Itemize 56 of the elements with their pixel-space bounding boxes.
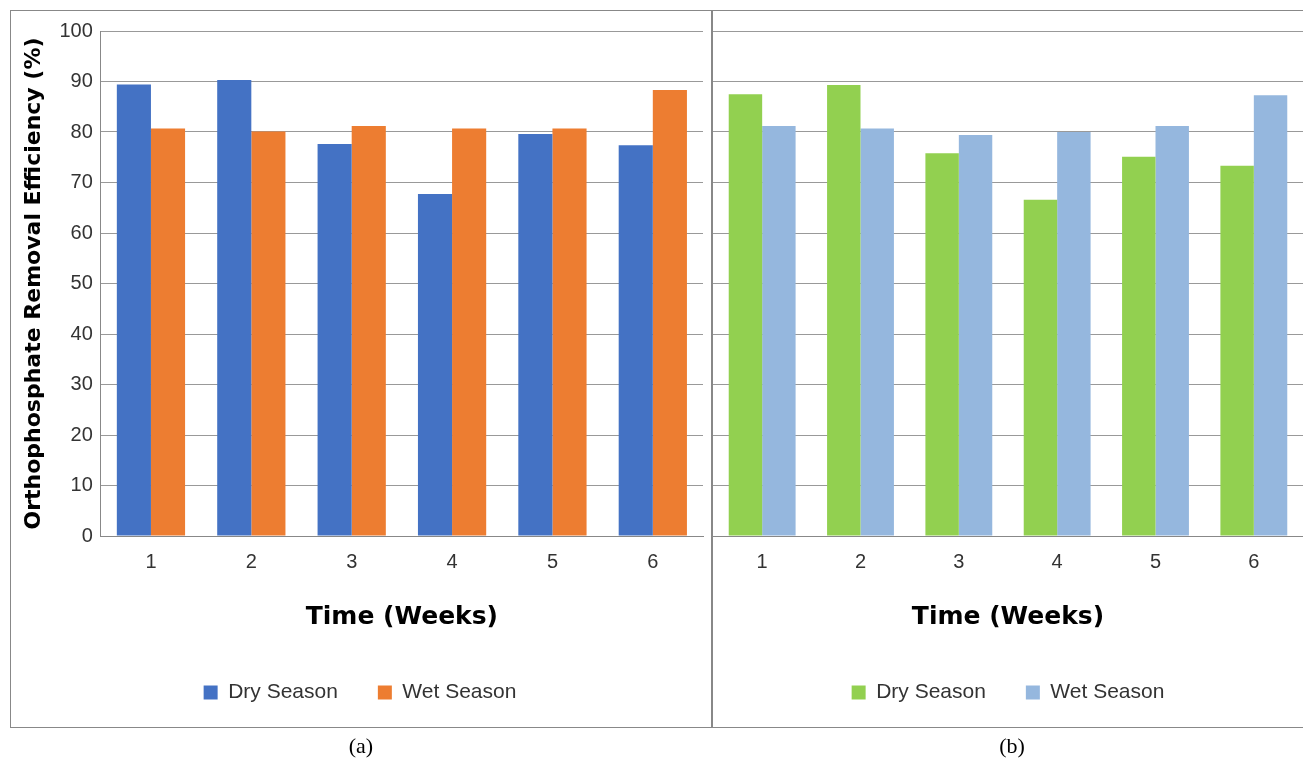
bar — [1220, 165, 1254, 536]
x-tick-label: 6 — [647, 549, 659, 572]
bar — [150, 128, 186, 536]
x-tick-label: 6 — [1248, 549, 1260, 572]
bar — [1023, 199, 1058, 536]
bar — [958, 135, 993, 536]
bar — [728, 94, 763, 536]
bar — [1122, 156, 1156, 536]
x-tick-label: 5 — [546, 549, 558, 572]
y-tick-label: 40 — [70, 321, 93, 344]
bar — [217, 79, 252, 536]
bar — [317, 144, 352, 536]
y-tick-label: 80 — [70, 119, 93, 142]
y-tick-label: 90 — [70, 69, 93, 92]
x-tick-label: 4 — [1051, 549, 1063, 572]
legend-label: Wet Season — [402, 679, 517, 703]
y-tick-label: 50 — [70, 271, 93, 294]
bar — [552, 128, 587, 536]
bar — [518, 134, 553, 536]
bar — [925, 153, 959, 536]
text: (b) — [998, 732, 1026, 760]
y-tick-label: 70 — [70, 170, 93, 193]
bar — [417, 194, 453, 536]
bar — [827, 85, 861, 536]
bar — [860, 128, 894, 536]
y-tick-label: 10 — [70, 473, 93, 496]
bar — [251, 131, 286, 536]
x-tick-label: 5 — [1149, 549, 1162, 572]
x-axis-title: Time (Weeks) — [911, 600, 1105, 630]
x-tick-label: 1 — [145, 549, 157, 572]
x-tick-label: 3 — [953, 549, 965, 572]
text: (a) — [347, 732, 375, 760]
x-tick-label: 3 — [346, 549, 358, 572]
bar — [652, 90, 687, 536]
bar — [1057, 132, 1091, 536]
x-axis-title: Time (Weeks) — [305, 600, 499, 630]
y-tick-label: 100 — [59, 18, 93, 41]
y-tick-label: 20 — [70, 422, 93, 445]
y-tick-label: 0 — [81, 523, 93, 546]
bar — [1253, 95, 1288, 536]
legend-label: Dry Season — [228, 679, 338, 703]
y-tick-label: 30 — [70, 372, 93, 395]
bar — [1155, 125, 1189, 536]
bar — [618, 145, 653, 536]
legend-label: Dry Season — [876, 679, 986, 703]
y-tick-label: 60 — [70, 220, 93, 243]
x-tick-label: 2 — [854, 549, 867, 572]
x-tick-label: 2 — [245, 549, 257, 572]
bar — [452, 128, 487, 536]
legend-label: Wet Season — [1050, 679, 1165, 703]
x-tick-label: 4 — [446, 549, 458, 572]
y-axis-title: Orthophosphate Removal Efficiency (%) — [19, 37, 45, 530]
x-tick-label: 1 — [756, 549, 768, 572]
bar — [116, 84, 151, 536]
bar — [762, 125, 796, 536]
bar — [351, 125, 386, 536]
